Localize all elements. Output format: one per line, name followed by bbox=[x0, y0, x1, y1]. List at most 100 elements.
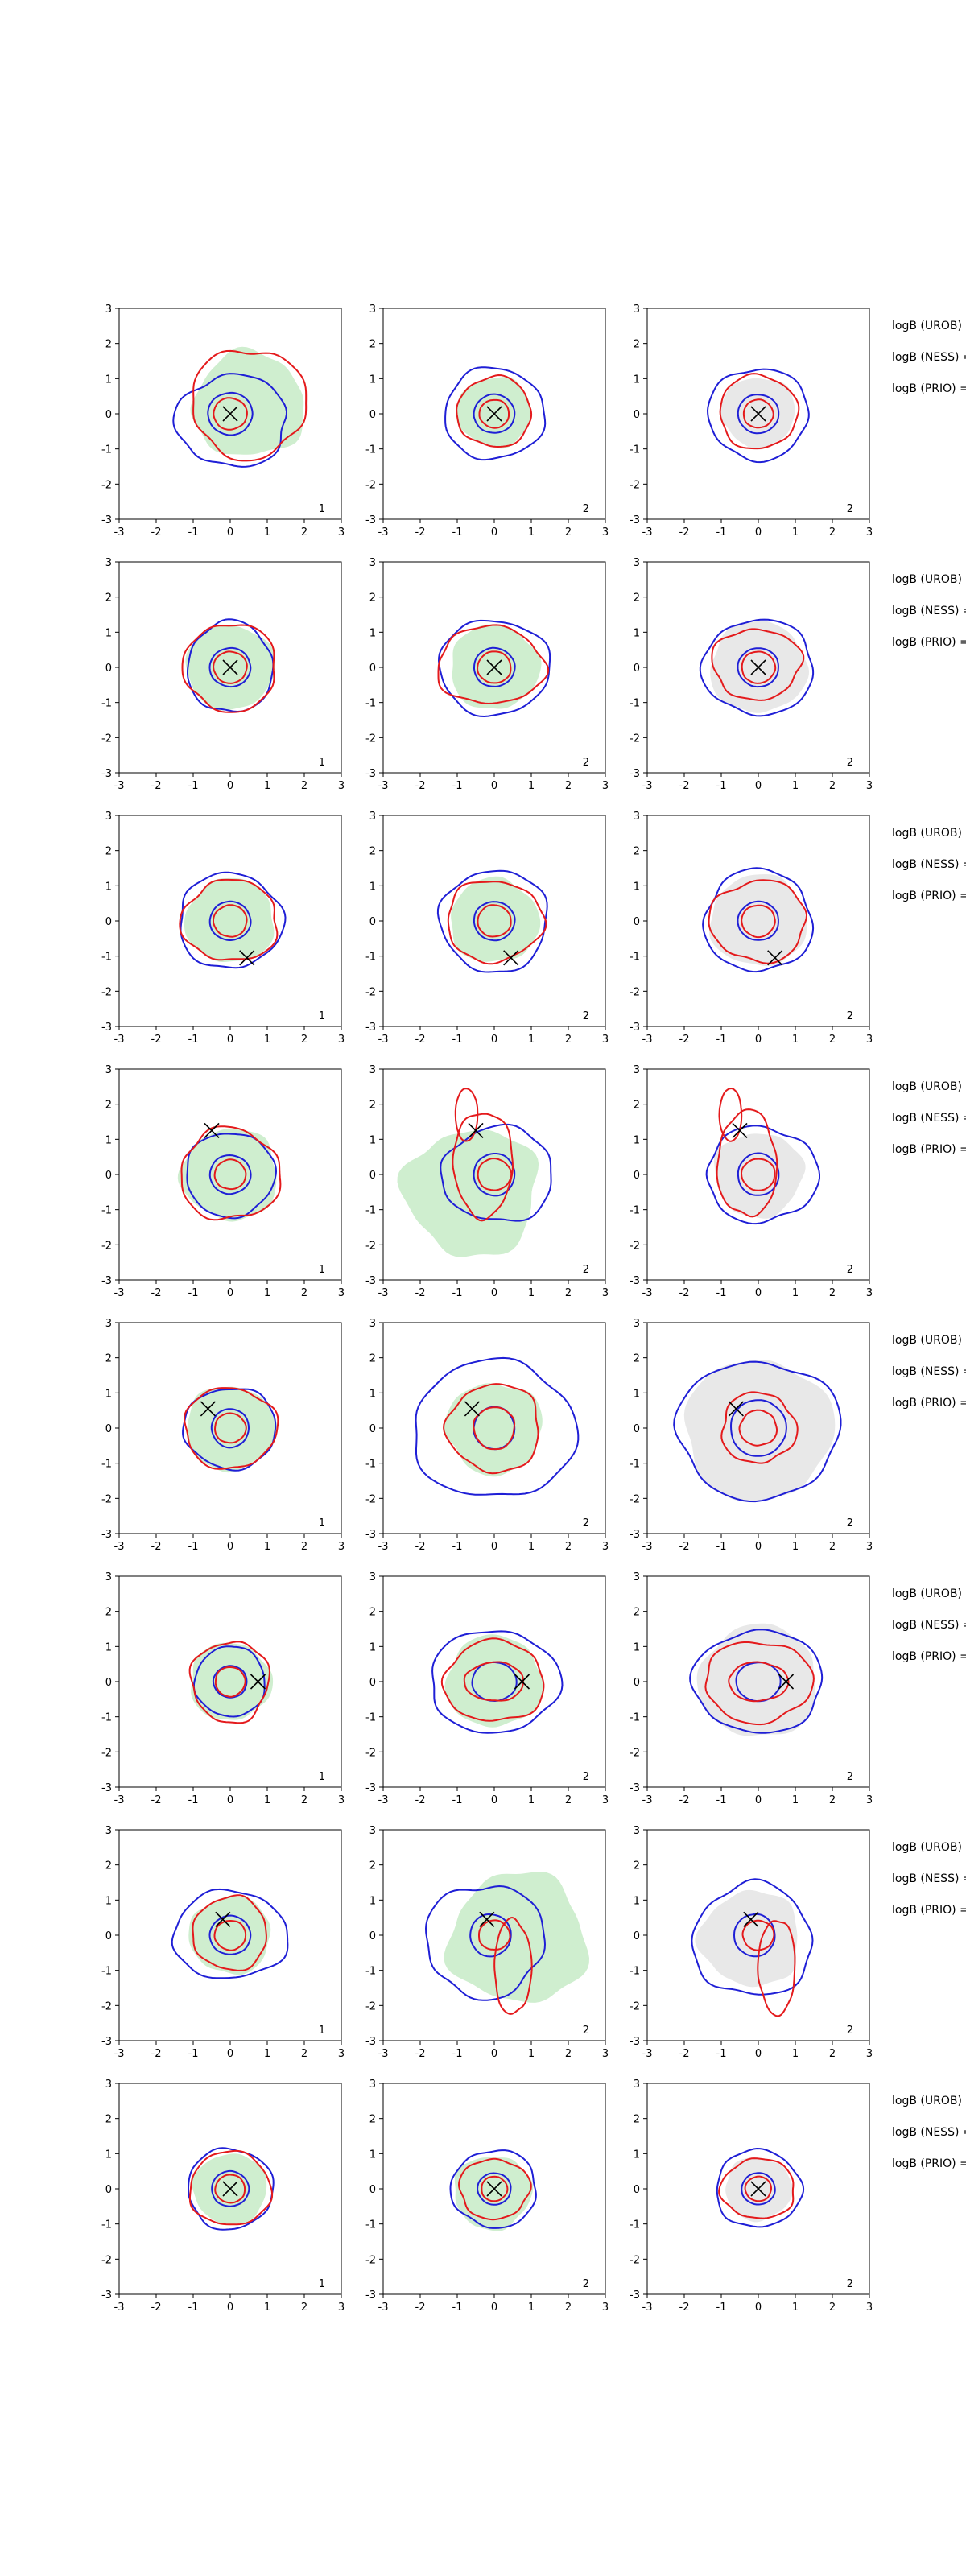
x-tick-label: -2 bbox=[679, 1034, 690, 1046]
panel-label: 1 bbox=[319, 2025, 325, 2037]
y-tick-label: -2 bbox=[365, 1240, 376, 1252]
x-tick-label: 1 bbox=[528, 526, 535, 539]
contour-blue-1 bbox=[716, 2147, 805, 2228]
x-tick-label: -2 bbox=[415, 1287, 426, 1299]
density-fill-green bbox=[444, 1872, 589, 2003]
x-tick-label: 3 bbox=[866, 1541, 873, 1553]
y-tick-label: 0 bbox=[369, 1677, 376, 1689]
y-tick-label: -1 bbox=[101, 1205, 112, 1217]
logb-label: logB (PRIO) = bbox=[892, 1397, 966, 1410]
x-tick-label: 3 bbox=[338, 1034, 345, 1046]
x-tick-label: -1 bbox=[188, 780, 199, 792]
y-tick-label: 0 bbox=[634, 1423, 640, 1435]
contour-red-3 bbox=[443, 1383, 539, 1475]
x-tick-label: -2 bbox=[415, 780, 426, 792]
x-tick-label: 3 bbox=[338, 526, 345, 539]
y-tick-label: -3 bbox=[101, 768, 112, 780]
contour-red-3 bbox=[716, 1108, 778, 1218]
plot-area bbox=[172, 346, 308, 468]
contour-blue-1 bbox=[699, 618, 815, 717]
y-tick-label: 2 bbox=[105, 2114, 112, 2126]
x-tick-label: -3 bbox=[114, 526, 125, 539]
contour-red-3 bbox=[181, 624, 275, 713]
x-tick-label: 0 bbox=[755, 780, 762, 792]
y-tick-label: 1 bbox=[105, 1388, 112, 1400]
x-tick-label: 1 bbox=[528, 1541, 535, 1553]
y-tick-label: 1 bbox=[634, 881, 640, 893]
subplot-r3-c3: -3 -2 -1 0 1 2 3 -3 -2 -1 0 1 2 3 2 bbox=[630, 811, 873, 1046]
x-tick-label: -3 bbox=[642, 2301, 653, 2314]
logb-label: logB (PRIO) = bbox=[892, 1650, 966, 1663]
subplot-r4-c3: -3 -2 -1 0 1 2 3 -3 -2 -1 0 1 2 3 2 bbox=[630, 1064, 873, 1299]
x-tick-label: 0 bbox=[227, 526, 233, 539]
panel-label: 2 bbox=[847, 1264, 853, 1276]
y-tick-label: -2 bbox=[630, 479, 640, 491]
contour-red-4 bbox=[477, 650, 512, 684]
y-tick-label: 3 bbox=[634, 1571, 640, 1583]
x-tick-label: 0 bbox=[491, 1287, 497, 1299]
contour-blue-1 bbox=[440, 1123, 552, 1222]
true-value-marker bbox=[222, 659, 238, 675]
plot-area bbox=[181, 618, 275, 713]
logb-label: logB (PRIO) = bbox=[892, 890, 966, 902]
x-tick-label: 1 bbox=[528, 1794, 535, 1806]
true-value-marker bbox=[486, 406, 502, 422]
contour-blue-1 bbox=[436, 869, 548, 973]
logb-label: logB (PRIO) = bbox=[892, 1904, 966, 1917]
true-value-marker bbox=[204, 1122, 220, 1138]
y-tick-label: -3 bbox=[101, 2289, 112, 2301]
panel-label: 2 bbox=[583, 2278, 589, 2290]
plot-area bbox=[177, 1122, 282, 1222]
x-tick-label: 0 bbox=[755, 2301, 762, 2314]
y-tick-label: 0 bbox=[105, 1930, 112, 1942]
true-value-marker bbox=[250, 1674, 266, 1690]
y-tick-label: -1 bbox=[101, 444, 112, 456]
x-tick-label: -2 bbox=[151, 780, 162, 792]
density-fill-green bbox=[444, 1634, 544, 1728]
x-tick-label: -2 bbox=[679, 1794, 690, 1806]
x-tick-label: 0 bbox=[755, 1034, 762, 1046]
x-tick-label: 0 bbox=[755, 1541, 762, 1553]
y-tick-label: -1 bbox=[630, 1205, 640, 1217]
panel-label: 2 bbox=[847, 1517, 853, 1530]
true-value-marker bbox=[750, 659, 766, 675]
y-tick-label: 0 bbox=[105, 663, 112, 675]
logb-label: logB (NESS) = bbox=[892, 2126, 966, 2139]
contour-red-4 bbox=[742, 398, 774, 429]
contour-blue-2 bbox=[737, 900, 779, 941]
y-tick-label: 1 bbox=[105, 1134, 112, 1146]
y-tick-label: -1 bbox=[365, 1712, 376, 1724]
contour-red-4 bbox=[744, 2175, 772, 2202]
plot-area bbox=[437, 619, 551, 718]
subplot-r3-c2: -3 -2 -1 0 1 2 3 -3 -2 -1 0 1 2 3 2 bbox=[365, 811, 609, 1046]
panel-label: 2 bbox=[583, 1517, 589, 1530]
x-tick-label: 2 bbox=[829, 526, 836, 539]
plot-area bbox=[431, 1630, 564, 1734]
x-tick-label: 0 bbox=[755, 1794, 762, 1806]
contour-blue-1 bbox=[180, 871, 287, 969]
x-tick-label: 1 bbox=[264, 2301, 270, 2314]
x-tick-label: 1 bbox=[528, 780, 535, 792]
logb-label: logB (NESS) = bbox=[892, 858, 966, 871]
contour-blue-1 bbox=[424, 1885, 547, 2001]
plot-area bbox=[188, 2147, 275, 2231]
contour-blue-2 bbox=[208, 900, 252, 941]
y-tick-label: -1 bbox=[365, 952, 376, 964]
x-tick-label: 0 bbox=[227, 1287, 233, 1299]
y-tick-label: 3 bbox=[634, 557, 640, 569]
logb-labels-row-3: logB (UROB) = logB (NESS) = logB (PRIO) = bbox=[892, 827, 966, 902]
x-tick-label: 1 bbox=[792, 1794, 799, 1806]
x-tick-label: 2 bbox=[301, 2048, 308, 2060]
logb-labels-row-1: logB (UROB) = logB (NESS) = logB (PRIO) = bbox=[892, 320, 966, 395]
y-tick-label: -3 bbox=[630, 768, 640, 780]
y-tick-label: -3 bbox=[365, 1022, 376, 1034]
y-tick-label: 1 bbox=[369, 1388, 376, 1400]
x-tick-label: 0 bbox=[755, 526, 762, 539]
y-tick-label: 3 bbox=[634, 1064, 640, 1076]
logb-label: logB (NESS) = bbox=[892, 1619, 966, 1632]
logb-label: logB (PRIO) = bbox=[892, 382, 966, 395]
y-tick-label: 3 bbox=[105, 303, 112, 316]
y-tick-label: 3 bbox=[369, 811, 376, 823]
density-fill-green bbox=[177, 1128, 277, 1222]
